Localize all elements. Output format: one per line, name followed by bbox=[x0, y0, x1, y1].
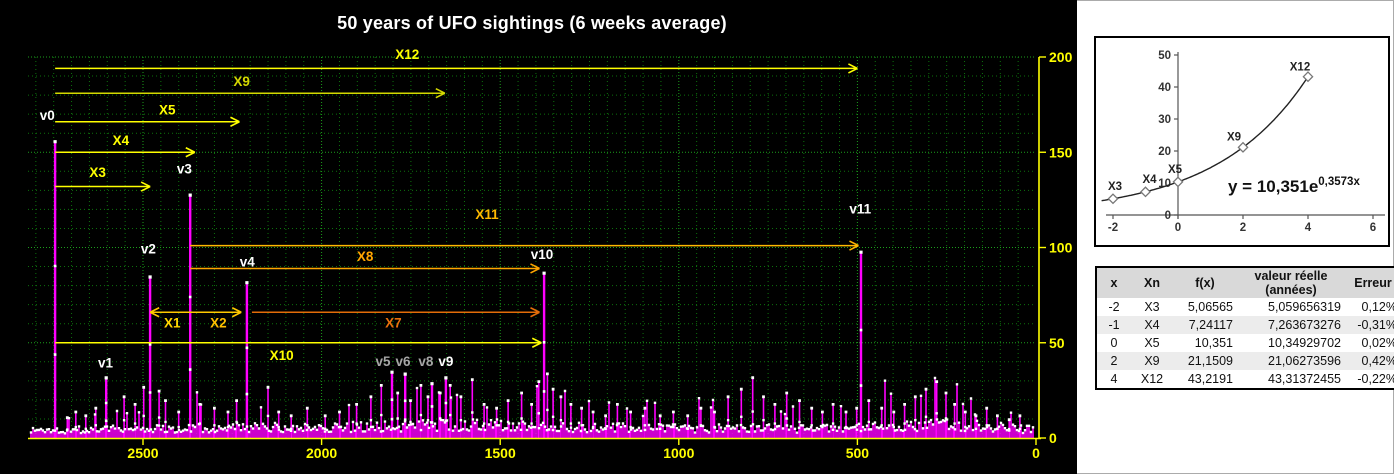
table-cell: 2 bbox=[1096, 352, 1131, 370]
header-fx: f(x) bbox=[1173, 267, 1237, 298]
svg-text:X12: X12 bbox=[395, 47, 419, 62]
svg-text:30: 30 bbox=[1158, 114, 1171, 126]
table-row: 0 X5 10,351 10,34929702 0,02% bbox=[1096, 334, 1394, 352]
svg-text:X9: X9 bbox=[233, 74, 250, 89]
svg-text:X10: X10 bbox=[270, 348, 294, 363]
table-cell: 10,34929702 bbox=[1237, 334, 1345, 352]
svg-text:4: 4 bbox=[1305, 222, 1312, 234]
svg-text:v8: v8 bbox=[418, 354, 434, 369]
svg-text:v1: v1 bbox=[98, 356, 114, 371]
ufo-sightings-chart: v0 v1 v2 v3 v4 v5 v6 v8 v9 v10 v11 X12 X9 X5 X4 X3 X11 X8… bbox=[28, 47, 1073, 461]
table-cell: 21,06273596 bbox=[1237, 352, 1345, 370]
table-cell: 7,263673276 bbox=[1237, 316, 1345, 334]
svg-text:v4: v4 bbox=[240, 255, 256, 270]
chart-title: 50 years of UFO sightings (6 weeks avera… bbox=[337, 13, 727, 33]
header-xn: Xn bbox=[1131, 267, 1173, 298]
svg-text:X7: X7 bbox=[385, 316, 402, 331]
table-cell: X12 bbox=[1131, 370, 1173, 389]
svg-text:X4: X4 bbox=[1142, 174, 1157, 186]
header-valeur-line1: valeur réelle bbox=[1254, 269, 1328, 283]
svg-text:v2: v2 bbox=[141, 241, 156, 256]
table-cell: -2 bbox=[1096, 298, 1131, 316]
table-cell: 0,12% bbox=[1345, 298, 1394, 316]
svg-text:0: 0 bbox=[1165, 210, 1171, 222]
svg-text:v11: v11 bbox=[849, 201, 871, 216]
svg-text:X11: X11 bbox=[475, 207, 499, 222]
svg-text:150: 150 bbox=[1049, 144, 1073, 160]
svg-text:X5: X5 bbox=[159, 102, 176, 117]
table-cell: 10,351 bbox=[1173, 334, 1237, 352]
table-cell: X4 bbox=[1131, 316, 1173, 334]
svg-text:0: 0 bbox=[1032, 445, 1040, 461]
table-row: -1 X4 7,24117 7,263673276 -0,31% bbox=[1096, 316, 1394, 334]
table-cell: -1 bbox=[1096, 316, 1131, 334]
svg-text:X2: X2 bbox=[210, 316, 227, 331]
svg-text:50: 50 bbox=[1158, 50, 1171, 62]
table-cell: 43,2191 bbox=[1173, 370, 1237, 389]
table-cell: 0,02% bbox=[1345, 334, 1394, 352]
svg-text:50: 50 bbox=[1049, 335, 1065, 351]
table-cell: 0,42% bbox=[1345, 352, 1394, 370]
header-valeur-reelle: valeur réelle (années) bbox=[1237, 267, 1345, 298]
header-erreur: Erreur bbox=[1345, 267, 1394, 298]
svg-text:0: 0 bbox=[1049, 430, 1057, 446]
table-cell: 21,1509 bbox=[1173, 352, 1237, 370]
svg-text:2500: 2500 bbox=[127, 445, 158, 461]
svg-text:2: 2 bbox=[1240, 222, 1246, 234]
table-cell: 5,059656319 bbox=[1237, 298, 1345, 316]
svg-text:v3: v3 bbox=[177, 161, 193, 176]
table-cell: 0 bbox=[1096, 334, 1131, 352]
svg-text:0: 0 bbox=[1175, 222, 1181, 234]
table-cell: 43,31372455 bbox=[1237, 370, 1345, 389]
table-cell: X5 bbox=[1131, 334, 1173, 352]
svg-text:v6: v6 bbox=[396, 354, 412, 369]
svg-text:v9: v9 bbox=[438, 354, 453, 369]
svg-text:y = 10,351e0,3573x: y = 10,351e0,3573x bbox=[1228, 176, 1360, 196]
svg-text:X3: X3 bbox=[89, 165, 106, 180]
svg-text:v0: v0 bbox=[40, 108, 55, 123]
table-cell: 5,06565 bbox=[1173, 298, 1237, 316]
table-cell: X9 bbox=[1131, 352, 1173, 370]
table-row: 4 X12 43,2191 43,31372455 -0,22% bbox=[1096, 370, 1394, 389]
svg-text:v5: v5 bbox=[376, 354, 392, 369]
table-header-row: x Xn f(x) valeur réelle (années) Erreur bbox=[1096, 267, 1394, 298]
table-cell: 4 bbox=[1096, 370, 1131, 389]
svg-text:200: 200 bbox=[1049, 49, 1073, 65]
table-cell: -0,31% bbox=[1345, 316, 1394, 334]
svg-text:X1: X1 bbox=[164, 316, 181, 331]
svg-text:1500: 1500 bbox=[485, 445, 516, 461]
main-chart-panel: 50 years of UFO sightings (6 weeks avera… bbox=[0, 0, 1077, 474]
svg-text:X3: X3 bbox=[1108, 181, 1122, 193]
table-cell: X3 bbox=[1131, 298, 1173, 316]
svg-text:v10: v10 bbox=[531, 247, 554, 262]
svg-text:X5: X5 bbox=[1168, 164, 1183, 176]
fit-values-table: x Xn f(x) valeur réelle (années) Erreur -… bbox=[1095, 266, 1394, 390]
svg-text:500: 500 bbox=[846, 445, 870, 461]
svg-text:6: 6 bbox=[1370, 222, 1376, 234]
fit-chart-panel: 0 10 20 30 40 50 -2 0 2 4 6 X3 X4 X5 X9 X12 y = 10,351e0… bbox=[1086, 30, 1394, 252]
svg-text:X9: X9 bbox=[1227, 131, 1241, 143]
svg-text:X4: X4 bbox=[113, 133, 130, 148]
svg-text:X12: X12 bbox=[1290, 62, 1310, 74]
svg-text:40: 40 bbox=[1158, 82, 1171, 94]
svg-text:-2: -2 bbox=[1108, 222, 1118, 234]
table-row: -2 X3 5,06565 5,059656319 0,12% bbox=[1096, 298, 1394, 316]
svg-text:X8: X8 bbox=[357, 249, 374, 264]
table-cell: 7,24117 bbox=[1173, 316, 1237, 334]
svg-text:20: 20 bbox=[1158, 146, 1171, 158]
svg-text:100: 100 bbox=[1049, 240, 1073, 256]
table-row: 2 X9 21,1509 21,06273596 0,42% bbox=[1096, 352, 1394, 370]
svg-text:1000: 1000 bbox=[663, 445, 694, 461]
svg-text:2000: 2000 bbox=[306, 445, 337, 461]
header-x: x bbox=[1096, 267, 1131, 298]
header-valeur-line2: (années) bbox=[1265, 283, 1317, 297]
table-cell: -0,22% bbox=[1345, 370, 1394, 389]
